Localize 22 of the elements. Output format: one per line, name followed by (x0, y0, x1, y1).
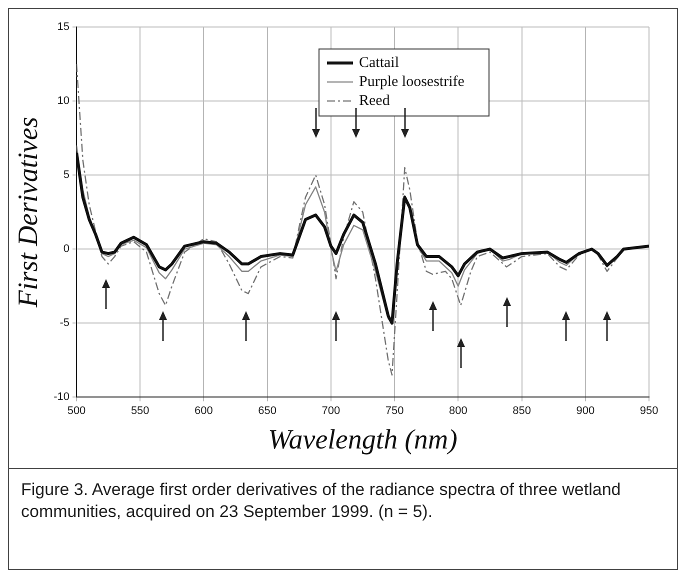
x-tick-label: 800 (448, 404, 468, 417)
caption: Figure 3. Average first order derivatives of the radiance spectra of three wetland communities, acquired on 23 September 1999. (n = 5). (21, 479, 622, 523)
y-tick-label: 0 (63, 243, 70, 256)
x-axis-title: Wavelength (nm) (268, 424, 458, 456)
x-tick-label: 600 (194, 404, 213, 417)
legend-label: Cattail (359, 54, 399, 71)
y-tick-label: 5 (63, 169, 70, 182)
x-tick-label: 550 (130, 404, 150, 417)
x-tick-label: 850 (512, 404, 531, 417)
x-tick-label: 700 (322, 404, 340, 417)
x-tick-label: 900 (576, 404, 595, 417)
legend-label: Purple loosestrife (359, 74, 465, 90)
y-tick-label: 10 (57, 95, 70, 108)
x-tick-label: 500 (67, 404, 86, 417)
y-tick-label: -5 (60, 317, 70, 330)
x-tick-label: 950 (640, 404, 658, 417)
y-tick-label: 15 (57, 21, 70, 34)
x-tick-label: 650 (258, 404, 277, 417)
y-tick-label: -10 (54, 391, 70, 404)
legend-label: Reed (359, 92, 390, 109)
y-axis-title: First Derivatives (13, 116, 44, 308)
x-tick-label: 750 (385, 404, 404, 417)
